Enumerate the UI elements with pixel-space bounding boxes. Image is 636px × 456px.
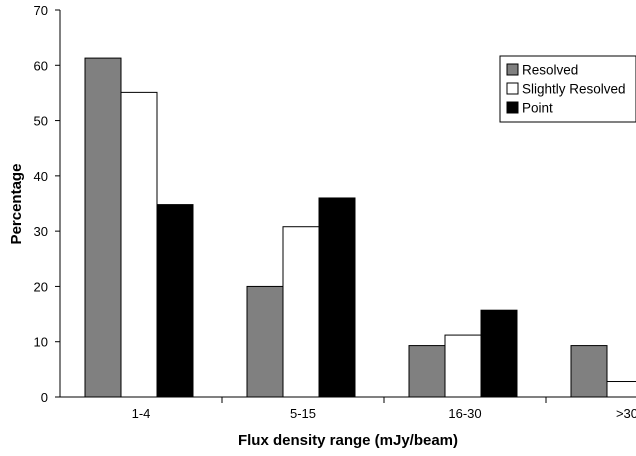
plot-area: [84, 57, 636, 398]
legend-label: Resolved: [522, 63, 578, 78]
legend-label: Slightly Resolved: [522, 82, 626, 97]
y-tick-label: 20: [34, 279, 48, 294]
x-tick-label: >30: [616, 406, 636, 421]
y-tick-label: 30: [34, 224, 48, 239]
bar-resolved: [408, 345, 446, 398]
y-ticks: 0 10 20 30 40 50 60 70: [34, 3, 60, 405]
legend-box: [499, 55, 636, 123]
x-ticks: 1-4 5-15 16-30 >30: [132, 397, 636, 421]
y-axis-title: Percentage: [8, 164, 25, 245]
y-tick-label: 60: [34, 58, 48, 73]
bar-resolved: [570, 345, 608, 398]
legend-swatch: [506, 101, 519, 114]
x-axis-title: Flux density range (mJy/beam): [238, 432, 458, 449]
x-tick-label: 1-4: [132, 406, 151, 421]
bar-point: [480, 309, 518, 398]
x-tick-label: 5-15: [290, 406, 316, 421]
legend-swatch: [506, 63, 519, 76]
bar-point: [318, 197, 356, 398]
y-tick-label: 0: [41, 390, 48, 405]
legend-swatch: [506, 82, 519, 95]
bar-slightly-resolved: [444, 334, 482, 398]
y-tick-label: 40: [34, 169, 48, 184]
bar-resolved: [246, 285, 284, 398]
bar-resolved: [84, 57, 122, 398]
y-tick-label: 70: [34, 3, 48, 18]
legend-label: Point: [522, 101, 553, 116]
bar-slightly-resolved: [120, 91, 158, 398]
axes: [59, 10, 636, 398]
y-tick-label: 50: [34, 114, 48, 129]
bar-slightly-resolved: [282, 226, 320, 398]
bar-point: [156, 204, 194, 398]
legend: Resolved Slightly Resolved Point: [499, 55, 636, 123]
bar-slightly-resolved: [606, 381, 636, 398]
y-tick-label: 10: [34, 335, 48, 350]
x-tick-label: 16-30: [448, 406, 481, 421]
